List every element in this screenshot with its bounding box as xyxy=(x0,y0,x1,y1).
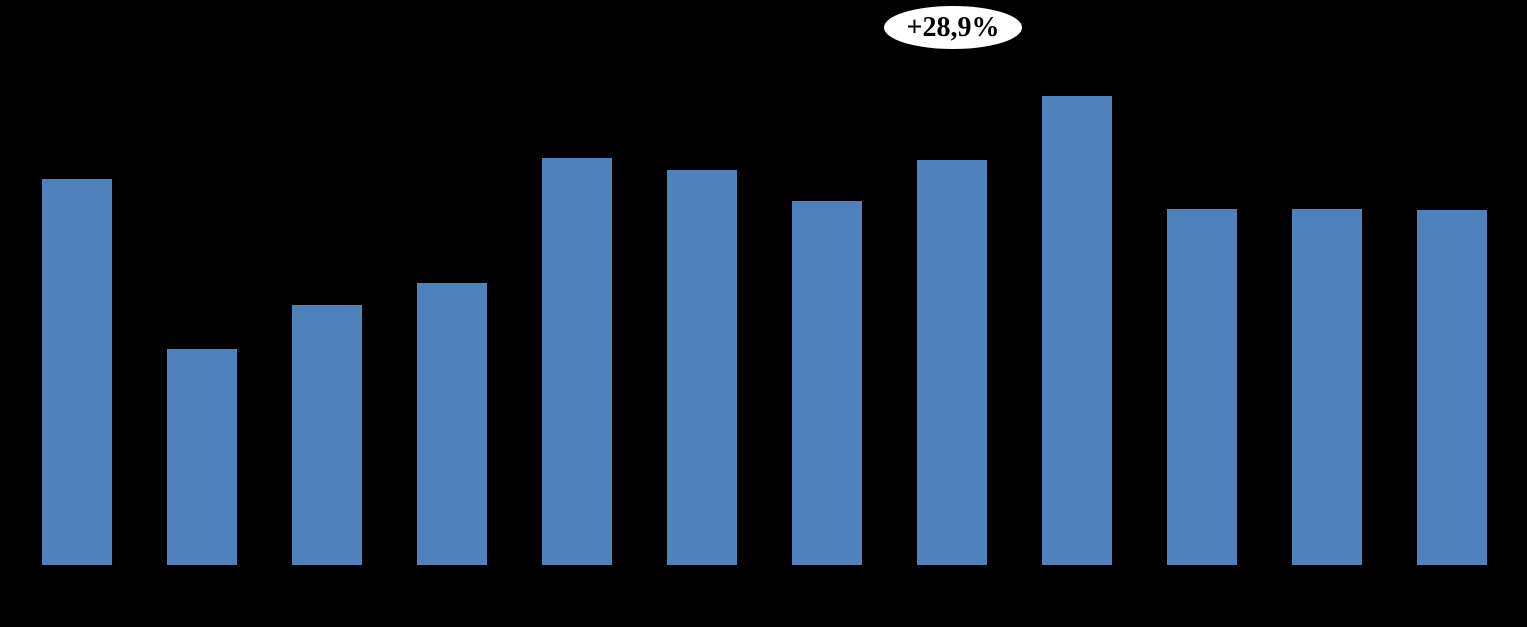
bar-4 xyxy=(417,283,487,565)
bar-11 xyxy=(1292,209,1362,565)
bar-7 xyxy=(792,201,862,565)
annotation-ellipse: +28,9% xyxy=(884,6,1022,49)
bar-5 xyxy=(542,158,612,565)
bar-3 xyxy=(292,305,362,565)
bar-9 xyxy=(1042,96,1112,565)
bar-8 xyxy=(917,160,987,565)
bar-6 xyxy=(667,170,737,565)
annotation-label: +28,9% xyxy=(906,11,1000,43)
bar-10 xyxy=(1167,209,1237,565)
bar-12 xyxy=(1417,210,1487,565)
bar-2 xyxy=(167,349,237,565)
bar-1 xyxy=(42,179,112,565)
